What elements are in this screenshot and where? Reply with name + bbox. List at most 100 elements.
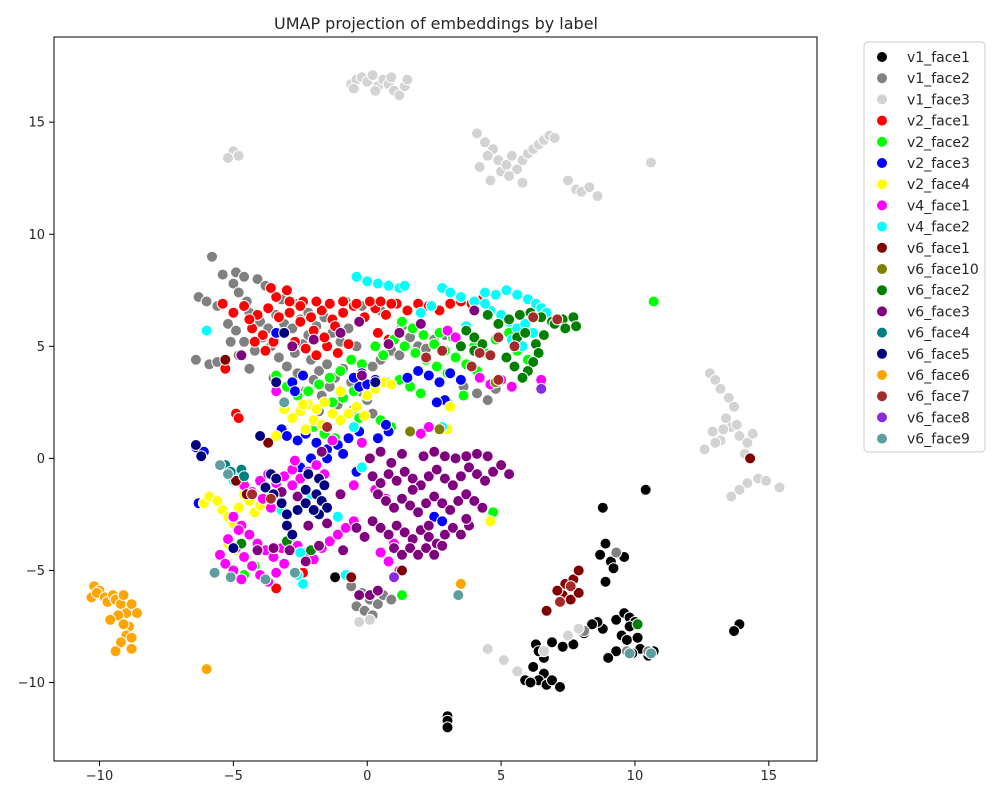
data-point (232, 524, 245, 537)
data-point (503, 468, 516, 481)
data-point (500, 284, 513, 297)
legend-marker (876, 263, 888, 275)
data-point (382, 555, 395, 568)
data-point (288, 454, 301, 467)
x-tick-label: 0 (363, 769, 371, 784)
data-point (393, 326, 406, 339)
series-v6_face9 (208, 396, 657, 660)
data-point (709, 373, 722, 386)
data-point (313, 539, 325, 552)
data-point (390, 474, 403, 487)
data-point (246, 560, 259, 572)
data-point (430, 463, 443, 476)
data-point (326, 434, 339, 447)
data-point (733, 430, 746, 442)
data-point (489, 288, 502, 301)
series-v6_face1 (219, 353, 757, 617)
data-point (390, 519, 403, 532)
data-point (288, 566, 301, 579)
data-point (468, 331, 481, 344)
data-point (471, 447, 483, 460)
data-point (117, 589, 130, 602)
data-point (342, 407, 355, 420)
data-point (513, 308, 526, 321)
data-point (398, 340, 411, 353)
data-point (385, 378, 398, 391)
legend-item-v6_face2: v6_face2 (876, 283, 970, 299)
data-point (420, 542, 433, 555)
data-point (227, 510, 240, 523)
data-point (200, 663, 213, 676)
legend-marker (876, 199, 888, 212)
data-point (337, 447, 350, 460)
data-point (460, 512, 473, 525)
data-point (457, 389, 470, 402)
data-point (725, 490, 738, 503)
data-point (385, 71, 398, 84)
data-point (264, 282, 277, 294)
data-point (492, 373, 505, 386)
data-point (361, 275, 374, 288)
data-point (537, 329, 550, 342)
series-v1_face3 (222, 69, 786, 678)
data-point (385, 593, 398, 606)
data-point (527, 660, 540, 673)
data-point (310, 295, 323, 308)
data-point (299, 342, 312, 355)
data-point (487, 465, 500, 478)
legend-label: v2_face3 (907, 156, 970, 172)
data-point (412, 548, 425, 561)
data-point (398, 279, 411, 292)
data-point (315, 304, 328, 317)
points-layer (85, 69, 786, 734)
data-point (511, 288, 524, 301)
data-point (117, 618, 130, 631)
data-point (278, 326, 291, 339)
data-point (246, 488, 259, 501)
data-point (551, 313, 564, 326)
data-point (420, 351, 433, 364)
data-point (366, 69, 379, 82)
data-point (347, 82, 360, 95)
data-point (401, 371, 414, 384)
data-point (473, 371, 486, 384)
data-point (388, 501, 400, 514)
data-point (331, 347, 344, 359)
data-point (259, 344, 272, 357)
data-point (232, 286, 245, 299)
data-point (369, 340, 382, 353)
data-point (302, 519, 315, 532)
data-point (189, 353, 202, 366)
data-point (353, 616, 366, 628)
legend-marker (876, 326, 888, 339)
data-point (610, 613, 623, 626)
data-point (200, 295, 213, 308)
data-point (230, 324, 242, 337)
data-point (374, 295, 387, 308)
data-point (607, 562, 620, 575)
data-point (412, 506, 425, 519)
data-point (409, 347, 422, 359)
data-point (471, 468, 483, 481)
data-point (371, 432, 384, 445)
data-point (388, 542, 400, 555)
data-point (219, 353, 232, 366)
data-point (414, 317, 427, 330)
data-point (420, 497, 433, 510)
data-point (318, 479, 331, 492)
data-point (714, 382, 727, 395)
data-point (227, 306, 240, 319)
data-point (444, 297, 457, 310)
legend-marker (876, 220, 888, 233)
data-point (562, 629, 574, 642)
data-point (519, 326, 532, 339)
data-point (481, 450, 494, 463)
data-point (114, 636, 127, 649)
data-point (396, 548, 408, 561)
data-point (347, 421, 360, 433)
legend-marker (876, 72, 888, 85)
data-point (444, 400, 457, 413)
data-point (422, 369, 435, 382)
data-point (248, 335, 261, 348)
data-point (505, 380, 518, 393)
